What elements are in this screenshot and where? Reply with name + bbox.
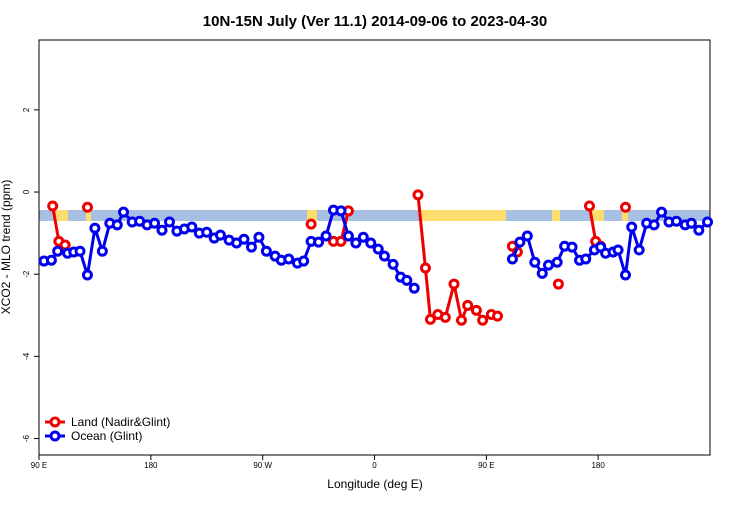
data-point: [542, 259, 554, 271]
data-point: [648, 219, 660, 231]
x-tick-label: 180: [144, 461, 158, 470]
data-point: [633, 244, 645, 256]
data-point: [117, 206, 129, 218]
data-point: [111, 219, 123, 231]
data-point: [462, 299, 474, 311]
data-point: [81, 269, 93, 281]
data-point: [163, 216, 175, 228]
legend-label: Land (Nadir&Glint): [71, 415, 170, 429]
y-axis-label: XCO2 - MLO trend (ppm): [0, 180, 13, 315]
data-point: [47, 200, 59, 212]
data-point: [401, 274, 413, 286]
data-point: [335, 235, 347, 247]
data-point: [298, 255, 310, 267]
data-point: [214, 229, 226, 241]
data-point: [514, 236, 526, 248]
data-point: [149, 217, 161, 229]
data-point: [387, 258, 399, 270]
data-point: [365, 237, 377, 249]
data-point: [313, 236, 325, 248]
land-band: [307, 210, 317, 221]
data-point: [580, 253, 592, 265]
data-point: [448, 278, 460, 290]
data-point: [492, 310, 504, 322]
data-point: [620, 201, 632, 213]
land-band: [552, 210, 560, 221]
data-point: [378, 250, 390, 262]
chart-title: 10N-15N July (Ver 11.1) 2014-09-06 to 20…: [203, 13, 547, 30]
data-point: [305, 218, 317, 230]
data-point: [342, 230, 354, 242]
mask-band: [39, 210, 710, 221]
data-point: [156, 224, 168, 236]
y-tick-label: 0: [22, 189, 31, 194]
data-point: [702, 216, 714, 228]
data-point: [74, 245, 86, 257]
data-point: [656, 206, 668, 218]
legend-marker: [49, 416, 61, 428]
data-point: [372, 243, 384, 255]
land-band: [420, 210, 506, 221]
legend-label: Ocean (Glint): [71, 429, 142, 443]
y-tick-label: 2: [22, 107, 31, 112]
data-point: [357, 231, 369, 243]
land-band: [622, 210, 628, 221]
data-point: [52, 245, 64, 257]
data-point: [320, 230, 332, 242]
x-tick-label: 0: [372, 461, 377, 470]
legend-marker: [49, 430, 61, 442]
data-point: [626, 221, 638, 233]
data-point: [424, 313, 436, 325]
x-tick-label: 180: [591, 461, 605, 470]
data-point: [186, 221, 198, 233]
land-band: [591, 210, 604, 221]
data-point: [612, 244, 624, 256]
data-point: [439, 311, 451, 323]
data-point: [552, 278, 564, 290]
ocean-band: [39, 210, 710, 221]
x-tick-label: 90 E: [31, 461, 47, 470]
data-point: [566, 241, 578, 253]
y-tick-label: -2: [22, 270, 31, 278]
land-band: [86, 210, 91, 221]
data-point: [335, 205, 347, 217]
data-point: [551, 256, 563, 268]
x-tick-label: 90 E: [478, 461, 494, 470]
data-point: [96, 245, 108, 257]
y-tick-label: -6: [22, 434, 31, 442]
land-band: [55, 210, 68, 221]
data-point: [521, 230, 533, 242]
data-point: [470, 304, 482, 316]
data-point: [529, 256, 541, 268]
data-point: [685, 217, 697, 229]
data-point: [693, 224, 705, 236]
data-point: [506, 253, 518, 265]
data-point: [412, 189, 424, 201]
data-point: [620, 269, 632, 281]
data-point: [81, 201, 93, 213]
data-point: [419, 262, 431, 274]
data-point: [238, 233, 250, 245]
data-point: [350, 237, 362, 249]
data-point: [45, 254, 57, 266]
x-axis-label: Longitude (deg E): [327, 477, 422, 491]
data-point: [536, 267, 548, 279]
data-point: [283, 253, 295, 265]
data-point: [408, 282, 420, 294]
y-tick-label: -4: [22, 352, 31, 360]
data-point: [253, 231, 265, 243]
data-point: [455, 314, 467, 326]
x-tick-label: 90 W: [253, 461, 272, 470]
data-point: [477, 314, 489, 326]
data-point: [89, 222, 101, 234]
data-point: [245, 241, 257, 253]
data-point: [583, 200, 595, 212]
data-point: [670, 215, 682, 227]
data-point: [201, 226, 213, 238]
data-point: [260, 245, 272, 257]
